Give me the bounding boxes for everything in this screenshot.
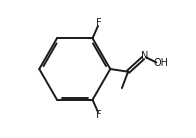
Text: N: N [142, 51, 149, 61]
Text: OH: OH [154, 58, 169, 68]
Text: F: F [96, 18, 101, 27]
Text: F: F [96, 111, 101, 120]
